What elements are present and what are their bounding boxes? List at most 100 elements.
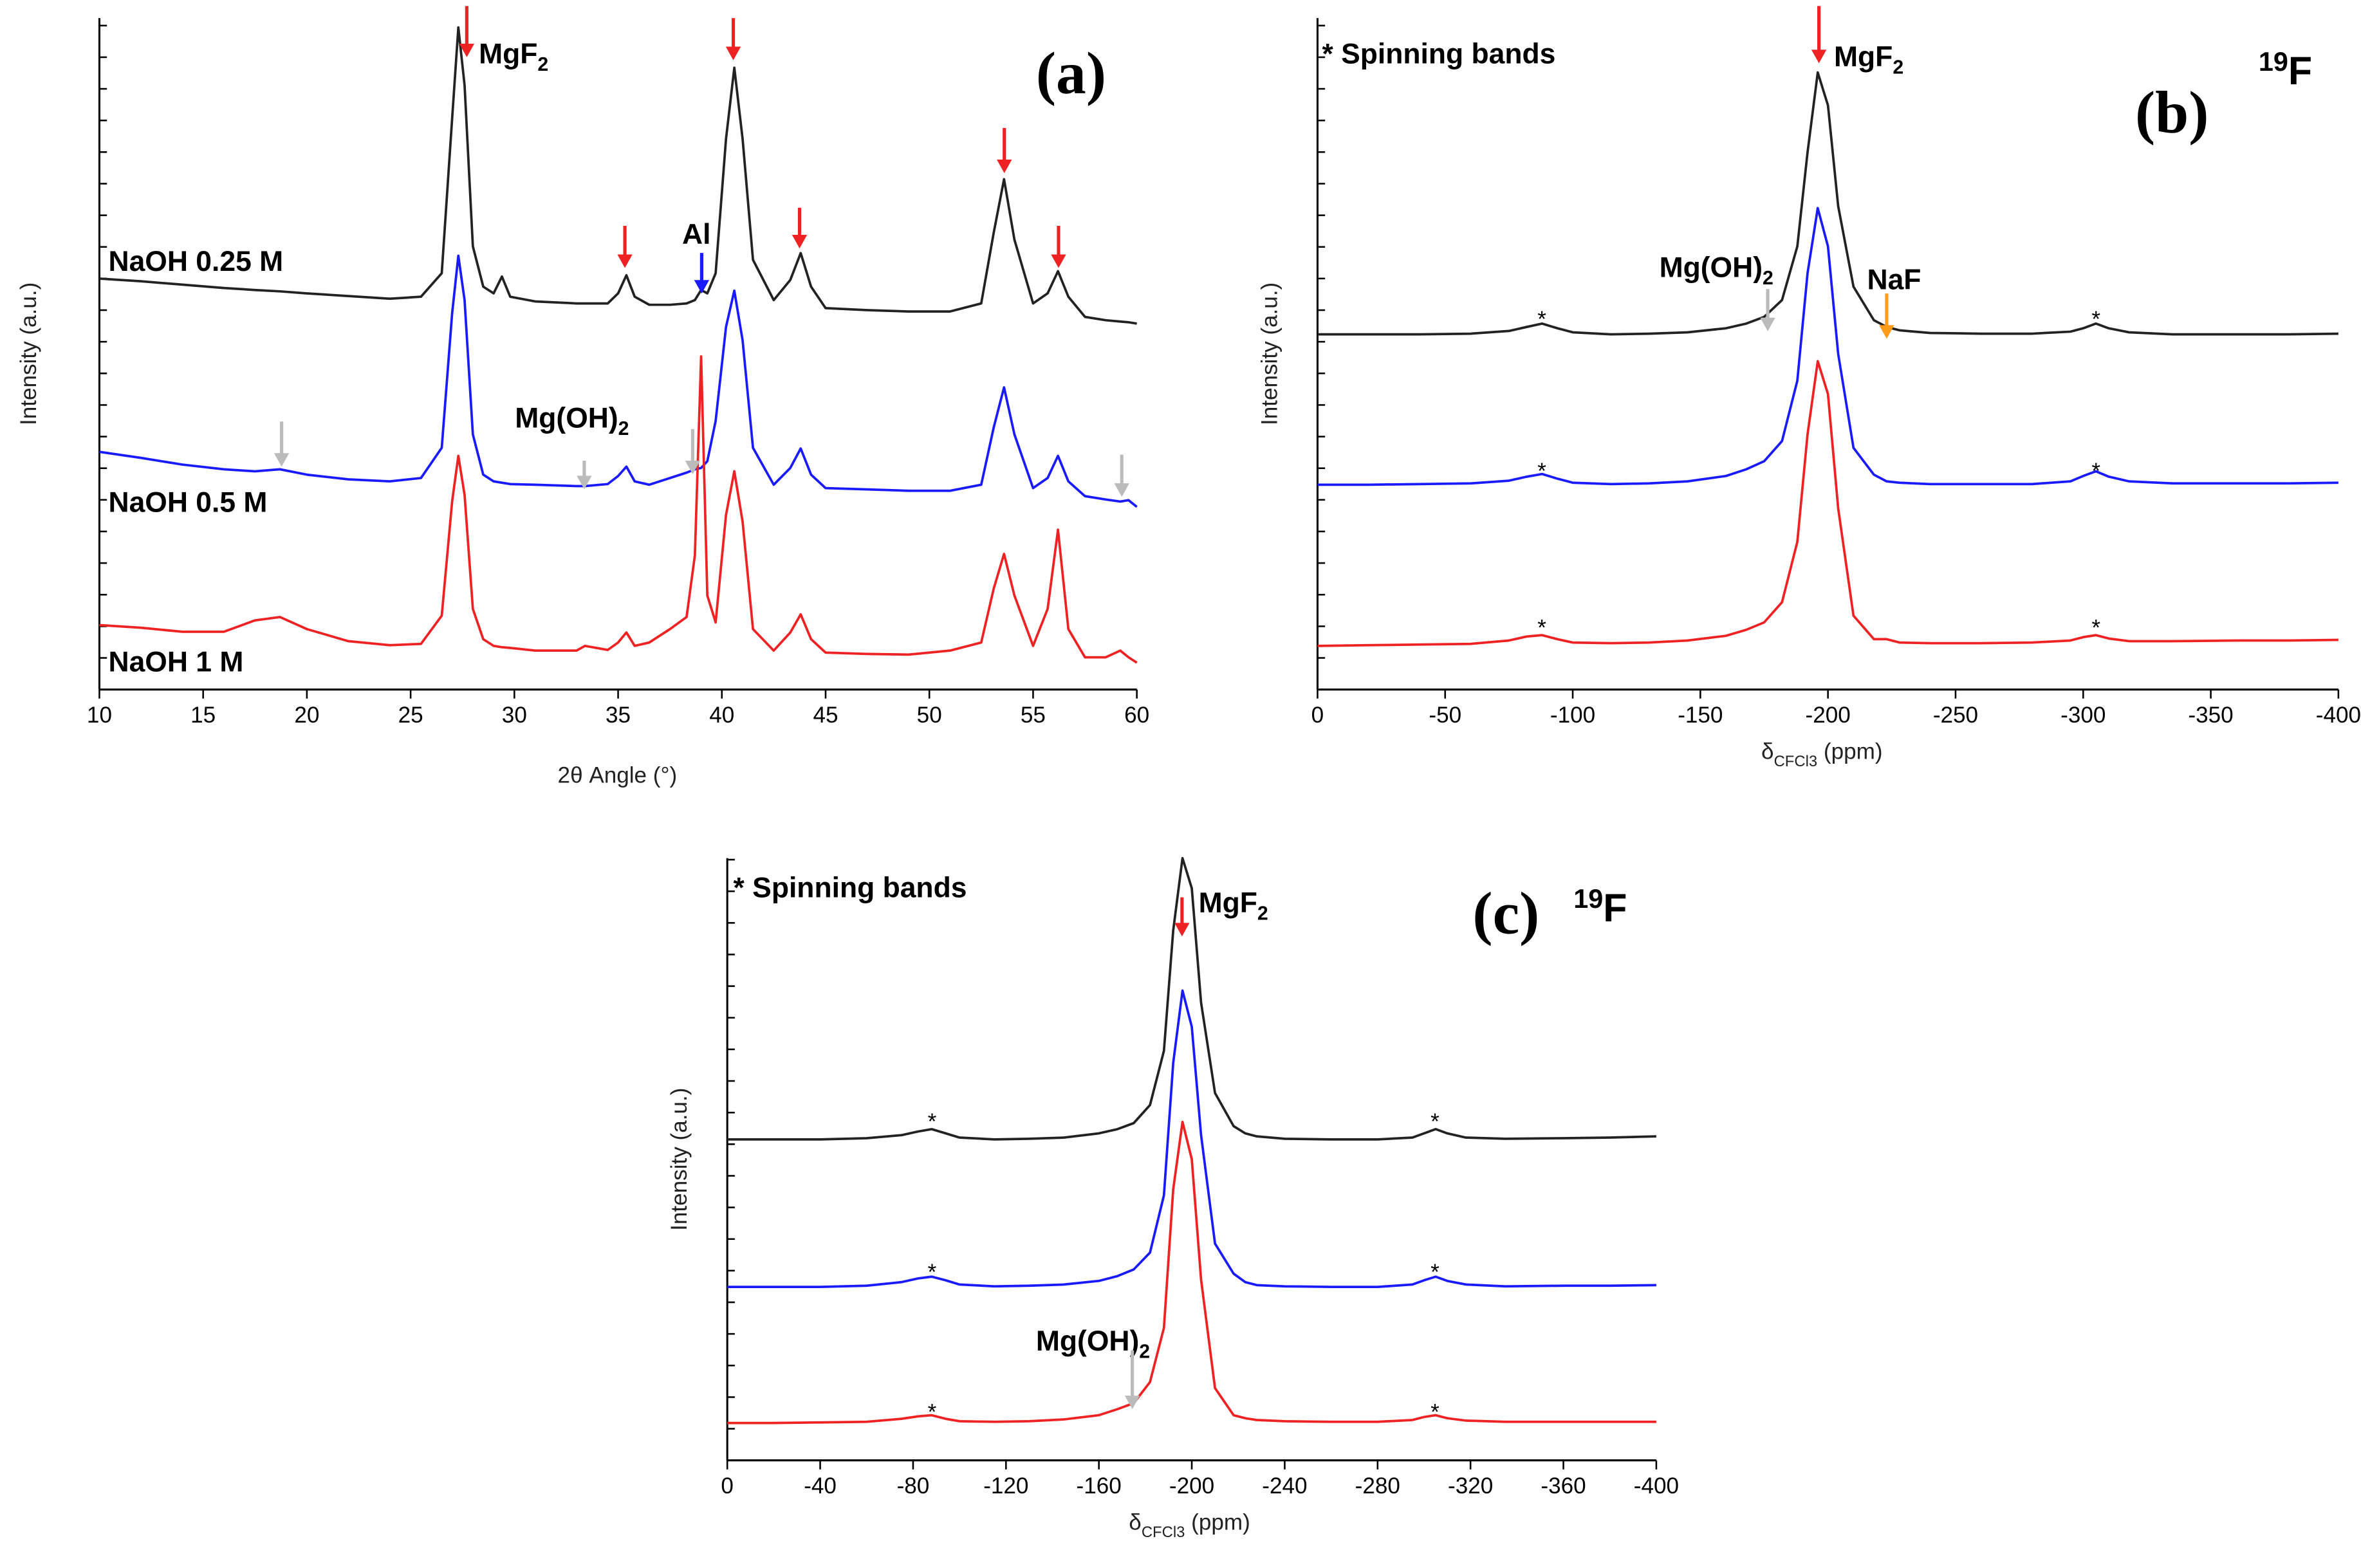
x-tick-label: -160 xyxy=(1077,1473,1122,1499)
x-tick-label: -320 xyxy=(1448,1473,1493,1499)
x-tick-label: -300 xyxy=(2060,703,2106,728)
spectrum-trace xyxy=(727,989,1656,1289)
spinning-band-marker: * xyxy=(1537,615,1546,640)
x-tick-label: 20 xyxy=(294,703,319,728)
x-tick-label: 35 xyxy=(606,703,631,728)
annotation-mgoh2: Mg(OH)2 xyxy=(515,403,629,440)
annotation-arrowhead xyxy=(1811,50,1827,64)
annotation-naf: NaF xyxy=(1867,264,1921,295)
annotation-xlabel-part: δ xyxy=(1129,1509,1142,1535)
x-tick-label: -200 xyxy=(1806,703,1851,728)
annotation-xlabel-part: (ppm) xyxy=(1817,739,1882,764)
annotation-nucleus: 19F xyxy=(1573,884,1627,930)
x-tick-label: -150 xyxy=(1678,703,1723,728)
annotation-arrowhead xyxy=(997,160,1012,174)
spectrum-trace xyxy=(99,355,1138,664)
annotation-ylabel: Intensity (a.u.) xyxy=(16,282,41,425)
annotation-nucleus-part: 19 xyxy=(2259,47,2288,77)
annotation-mgf2-part: 2 xyxy=(1893,57,1903,78)
annotation-arrowhead xyxy=(694,280,710,294)
spinning-band-marker: * xyxy=(1430,1260,1440,1285)
annotation-ylabel: Intensity (a.u.) xyxy=(667,1088,692,1231)
x-tick-label: -250 xyxy=(1933,703,1978,728)
spinning-band-marker: * xyxy=(2091,307,2100,332)
spectrum-trace xyxy=(1317,207,2338,486)
annotation-arrowhead xyxy=(725,46,741,60)
annotation-arrowhead xyxy=(459,43,475,57)
annotation-arrowhead xyxy=(273,453,290,467)
spinning-band-marker: * xyxy=(2091,615,2100,640)
annotation-arrowhead xyxy=(1174,923,1190,937)
x-tick-label: 0 xyxy=(721,1473,734,1499)
annotation-arrowhead xyxy=(1879,325,1894,339)
annotation-mgoh2-part: Mg(OH) xyxy=(1660,252,1763,284)
spinning-band-marker: * xyxy=(928,1400,937,1425)
x-tick-label: 10 xyxy=(87,703,112,728)
annotation-mgf2-part: 2 xyxy=(537,54,548,75)
annotation-arrowhead xyxy=(1124,1396,1140,1410)
spinning-band-marker: * xyxy=(928,1260,937,1285)
annotation-mgoh2: Mg(OH)2 xyxy=(1660,252,1773,290)
annotation-spinning: * Spinning bands xyxy=(734,872,967,904)
annotation-arrowhead xyxy=(685,461,701,475)
spinning-band-marker: * xyxy=(1430,1400,1440,1425)
x-tick-label: -240 xyxy=(1262,1473,1307,1499)
annotation-xlabel-part: (ppm) xyxy=(1185,1509,1250,1535)
annotation-ylabel: Intensity (a.u.) xyxy=(1257,282,1282,425)
spinning-band-marker: * xyxy=(1537,307,1546,332)
annotation-panel-label: (b) xyxy=(2135,80,2208,146)
annotation-arrowhead xyxy=(1760,317,1775,331)
annotation-al: Al xyxy=(682,219,710,250)
spinning-band-marker: * xyxy=(2091,459,2100,484)
annotation-mgoh2-part: Mg(OH) xyxy=(1036,1325,1139,1357)
annotation-xlabel: 2θ Angle (°) xyxy=(558,763,678,788)
spinning-band-marker: * xyxy=(1537,459,1546,484)
x-tick-label: 45 xyxy=(813,703,838,728)
annotation-arrowhead xyxy=(1051,254,1066,268)
x-tick-label: -120 xyxy=(983,1473,1028,1499)
annotation-mgoh2-part: 2 xyxy=(1763,268,1773,289)
annotation-xlabel: δCFCl3 (ppm) xyxy=(1129,1509,1250,1541)
annotation-nucleus: 19F xyxy=(2259,47,2312,93)
annotation-spinning: * Spinning bands xyxy=(1322,38,1555,69)
x-tick-label: 50 xyxy=(917,703,942,728)
annotation-nucleus-part: F xyxy=(1603,886,1627,930)
series-label: NaOH 0.25 M xyxy=(108,246,283,277)
x-tick-label: -100 xyxy=(1550,703,1595,728)
spectrum-trace xyxy=(1317,71,2338,336)
spectrum-trace xyxy=(727,856,1656,1141)
annotation-nucleus-part: F xyxy=(2288,49,2312,93)
annotation-nucleus-part: 19 xyxy=(1573,884,1603,914)
annotation-xlabel-part: CFCl3 xyxy=(1774,753,1818,770)
annotation-panel-label: (a) xyxy=(1036,41,1106,107)
annotation-xlabel: δCFCl3 (ppm) xyxy=(1761,739,1883,770)
annotation-mgoh2: Mg(OH)2 xyxy=(1036,1325,1150,1363)
x-tick-label: 0 xyxy=(1311,703,1324,728)
annotation-mgf2-part: MgF xyxy=(479,38,537,69)
annotation-mgoh2-part: 2 xyxy=(618,418,629,439)
annotation-arrowhead xyxy=(792,235,808,249)
annotation-mgf2: MgF2 xyxy=(479,38,548,75)
x-tick-label: -80 xyxy=(897,1473,930,1499)
annotation-arrowhead xyxy=(617,254,633,268)
annotation-mgf2-part: 2 xyxy=(1257,903,1268,925)
spectrum-trace xyxy=(99,254,1138,508)
annotation-mgf2: MgF2 xyxy=(1834,41,1903,78)
x-tick-label: -350 xyxy=(2188,703,2233,728)
x-tick-label: -400 xyxy=(2316,703,2361,728)
annotation-xlabel-part: δ xyxy=(1761,739,1774,764)
spectrum-trace xyxy=(1317,360,2338,647)
annotation-mgf2-part: MgF xyxy=(1834,41,1893,73)
x-tick-label: -400 xyxy=(1634,1473,1679,1499)
x-tick-label: 40 xyxy=(709,703,734,728)
x-tick-label: -360 xyxy=(1541,1473,1586,1499)
annotation-mgf2: MgF2 xyxy=(1199,887,1268,925)
annotation-mgf2-part: MgF xyxy=(1199,887,1257,919)
annotation-mgoh2-part: Mg(OH) xyxy=(515,403,618,434)
annotation-mgoh2-part: 2 xyxy=(1139,1342,1150,1363)
x-tick-label: 30 xyxy=(502,703,527,728)
spectrum-trace xyxy=(99,26,1137,325)
x-tick-label: 60 xyxy=(1124,703,1149,728)
x-tick-label: 55 xyxy=(1021,703,1046,728)
spinning-band-marker: * xyxy=(1430,1109,1440,1134)
